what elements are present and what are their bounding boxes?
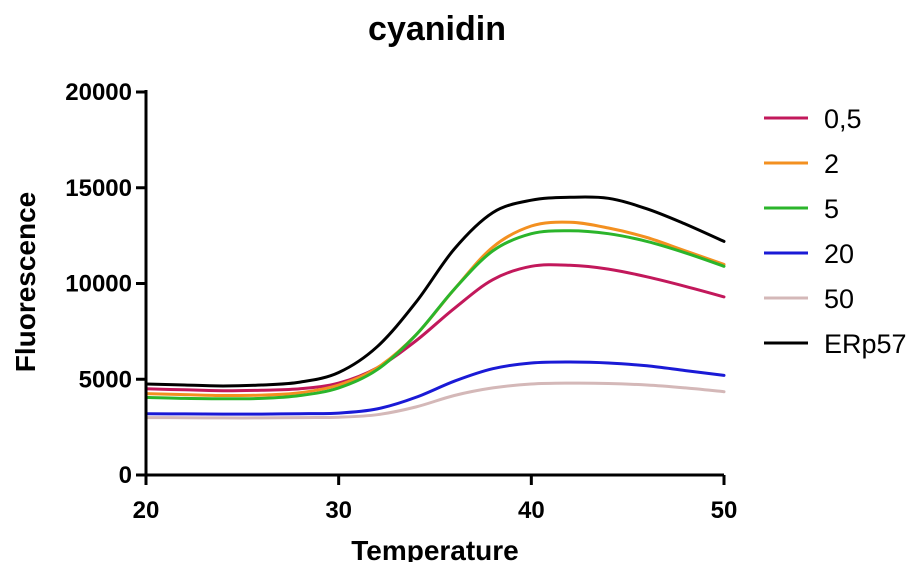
- legend: 0,5 2 5 20 50 ERp57: [764, 104, 907, 359]
- y-tick-label: 0: [119, 462, 132, 489]
- legend-label: 0,5: [824, 104, 862, 134]
- legend-label: ERp57: [824, 329, 907, 359]
- legend-label: 50: [824, 284, 854, 314]
- legend-label: 20: [824, 239, 854, 269]
- x-tick-label: 30: [325, 497, 352, 524]
- x-tick-label: 50: [711, 497, 738, 524]
- series-line-3: [144, 360, 726, 416]
- series-line-2: [144, 229, 726, 401]
- series-line-1: [144, 220, 726, 398]
- plot-lines: [144, 195, 726, 420]
- y-tick-label: 15000: [65, 175, 132, 202]
- x-tick-label: 20: [133, 497, 160, 524]
- x-ticks: 20 30 40 50: [133, 475, 738, 524]
- series-line-5: [144, 195, 726, 388]
- chart-title: cyanidin: [368, 10, 506, 48]
- legend-label: 5: [824, 194, 839, 224]
- series-line-0: [144, 263, 726, 393]
- x-tick-label: 40: [518, 497, 545, 524]
- legend-label: 2: [824, 149, 839, 179]
- y-tick-label: 10000: [65, 271, 132, 298]
- y-ticks: 0 5000 10000 15000 20000: [65, 79, 146, 489]
- series-line-4: [144, 381, 726, 420]
- y-tick-label: 5000: [79, 366, 132, 393]
- y-tick-label: 20000: [65, 79, 132, 106]
- x-axis-label: Temperature: [351, 535, 519, 562]
- y-axis-label: Fluorescence: [10, 192, 41, 373]
